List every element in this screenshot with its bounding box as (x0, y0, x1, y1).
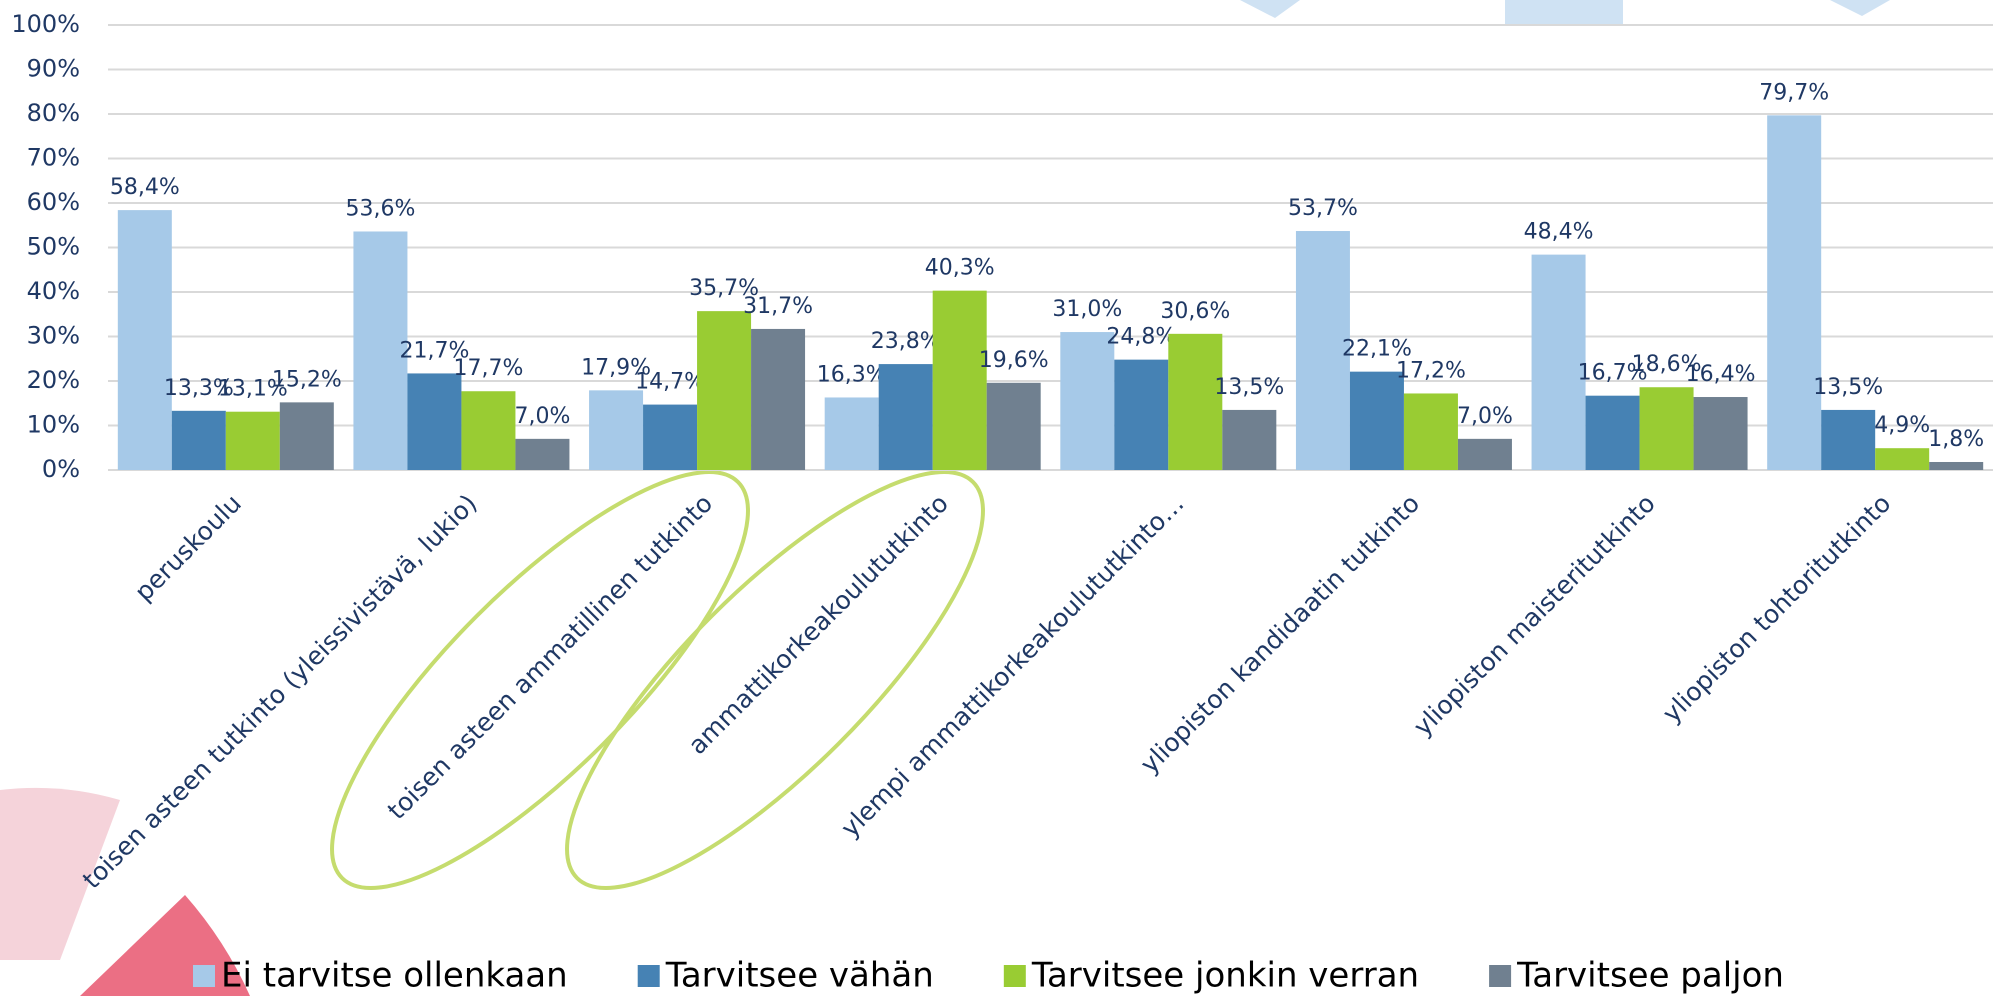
value-label: 18,6% (1632, 352, 1702, 377)
value-label: 21,7% (399, 338, 469, 363)
value-label: 53,7% (1288, 196, 1358, 221)
y-tick-label: 70% (27, 144, 80, 172)
legend-label: Tarvitsee jonkin verran (1031, 956, 1419, 996)
y-tick-label: 10% (27, 411, 80, 439)
value-label: 24,8% (1106, 325, 1176, 350)
legend-label: Tarvitsee vähän (665, 956, 934, 996)
bar (279, 402, 334, 470)
bar (589, 390, 644, 470)
legend-label: Tarvitsee paljon (1516, 956, 1784, 996)
x-tick-label: ammattikorkeakoulututkinto (683, 489, 954, 760)
value-label: 7,0% (514, 404, 570, 429)
value-label: 13,5% (1813, 375, 1883, 400)
bar (1060, 332, 1115, 470)
y-tick-label: 20% (27, 366, 80, 394)
bar (407, 373, 462, 470)
legend-swatch (193, 965, 215, 987)
bar (1222, 409, 1277, 470)
value-label: 16,7% (1578, 361, 1648, 386)
y-tick-label: 80% (27, 99, 80, 127)
legend-swatch (1489, 965, 1512, 987)
bar (697, 311, 752, 470)
y-tick-label: 60% (27, 188, 80, 216)
value-label: 16,3% (817, 362, 887, 387)
value-label: 17,7% (453, 356, 523, 381)
x-tick-label: yliopiston tohtoritutkinto (1657, 489, 1897, 729)
bar (751, 328, 806, 470)
value-label: 23,8% (871, 329, 941, 354)
legend-swatch (637, 965, 660, 987)
value-label: 13,5% (1214, 375, 1284, 400)
bar (1457, 438, 1512, 470)
bar (1114, 359, 1169, 470)
value-label: 19,6% (979, 348, 1049, 373)
value-label: 79,7% (1759, 80, 1829, 105)
decor-shape (1830, 0, 1890, 16)
value-label: 1,8% (1928, 427, 1984, 452)
value-label: 31,7% (743, 294, 813, 319)
value-label: 16,4% (1686, 362, 1756, 387)
bar (1168, 333, 1223, 470)
value-label: 14,7% (635, 370, 705, 395)
decor-shape (1240, 0, 1300, 18)
bar (1767, 115, 1822, 471)
y-tick-label: 50% (27, 233, 80, 261)
bar (1349, 371, 1404, 470)
y-tick-label: 100% (11, 10, 80, 38)
decor-shape (1505, 0, 1623, 24)
bar (1821, 409, 1876, 470)
bar (117, 210, 172, 470)
value-label: 4,9% (1874, 413, 1930, 438)
decoration (0, 0, 1890, 996)
legend-swatch (1003, 965, 1026, 987)
bar (515, 438, 570, 470)
decor-shape (0, 787, 120, 960)
value-label: 30,6% (1160, 299, 1230, 324)
bar (986, 382, 1041, 470)
legend-label: Ei tarvitse ollenkaan (221, 956, 568, 996)
bar (932, 290, 987, 470)
value-label: 15,2% (272, 367, 342, 392)
y-tick-label: 0% (42, 455, 80, 483)
x-tick-label: peruskoulu (129, 489, 247, 607)
bar (643, 404, 698, 470)
bar (1531, 254, 1586, 470)
bar (225, 411, 280, 470)
bar (461, 391, 516, 470)
value-label: 35,7% (689, 276, 759, 301)
bar (1875, 448, 1930, 470)
value-label: 13,1% (218, 377, 288, 402)
x-tick-label: yliopiston maisteritutkinto (1408, 489, 1661, 742)
highlight-ellipse (565, 470, 985, 890)
bar (1585, 395, 1640, 470)
bar (1693, 397, 1748, 470)
x-tick-label: yliopiston kandidaatin tutkinto (1135, 489, 1425, 779)
value-label: 17,9% (581, 355, 651, 380)
bar (1639, 387, 1694, 470)
y-tick-label: 90% (27, 55, 80, 83)
x-tick-label: toisen asteen tutkinto (yleissivistävä, … (77, 489, 483, 895)
bar (1929, 461, 1984, 470)
value-label: 22,1% (1342, 337, 1412, 362)
value-label: 53,6% (345, 196, 415, 221)
value-label: 48,4% (1524, 220, 1594, 245)
y-tick-label: 30% (27, 322, 80, 350)
bar (171, 410, 226, 470)
value-label: 17,2% (1396, 358, 1466, 383)
bar (1403, 393, 1458, 470)
bar (353, 231, 408, 470)
value-label: 7,0% (1457, 404, 1513, 429)
value-label: 31,0% (1052, 297, 1122, 322)
highlight-ellipse (330, 470, 750, 890)
value-label: 13,3% (164, 376, 234, 401)
value-label: 58,4% (110, 175, 180, 200)
bar (1295, 231, 1350, 470)
bar (824, 397, 879, 470)
value-label: 40,3% (925, 256, 995, 281)
y-tick-label: 40% (27, 277, 80, 305)
bar (878, 364, 933, 470)
